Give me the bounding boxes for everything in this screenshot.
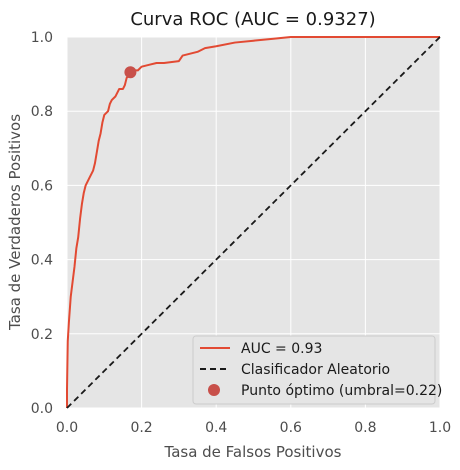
y-tick-label: 0.2 [31, 327, 53, 343]
y-tick-labels: 0.0 0.2 0.4 0.6 0.8 1.0 [31, 30, 53, 417]
legend: AUC = 0.93 Clasificador Aleatorio Punto … [192, 335, 442, 405]
chart-title: Curva ROC (AUC = 0.9327) [130, 9, 375, 30]
legend-label-roc: AUC = 0.93 [241, 341, 322, 357]
legend-label-optimal: Punto óptimo (umbral=0.22) [241, 383, 442, 399]
series-layer [66, 36, 441, 409]
grid [66, 36, 441, 409]
y-tick-label: 1.0 [31, 30, 53, 46]
x-tick-label: 0.8 [354, 420, 376, 436]
legend-label-random: Clasificador Aleatorio [241, 362, 390, 378]
x-tick-label: 0.0 [56, 420, 78, 436]
random-classifier-line [66, 36, 441, 409]
y-tick-label: 0.8 [31, 104, 53, 120]
x-tick-label: 1.0 [429, 420, 451, 436]
roc-curve-line [66, 36, 440, 408]
optimal-point-marker [124, 66, 137, 79]
legend-swatch-optimal [208, 384, 220, 396]
x-tick-labels: 0.0 0.2 0.4 0.6 0.8 1.0 [56, 420, 451, 436]
y-tick-label: 0.6 [31, 178, 53, 194]
y-tick-label: 0.0 [31, 401, 53, 417]
y-tick-label: 0.4 [31, 253, 53, 269]
x-tick-label: 0.2 [130, 420, 152, 436]
x-tick-label: 0.4 [205, 420, 227, 436]
legend-box [192, 335, 436, 405]
y-axis-label: Tasa de Verdaderos Positivos [6, 114, 24, 331]
x-axis-label: Tasa de Falsos Positivos [164, 443, 342, 461]
x-tick-label: 0.6 [280, 420, 302, 436]
